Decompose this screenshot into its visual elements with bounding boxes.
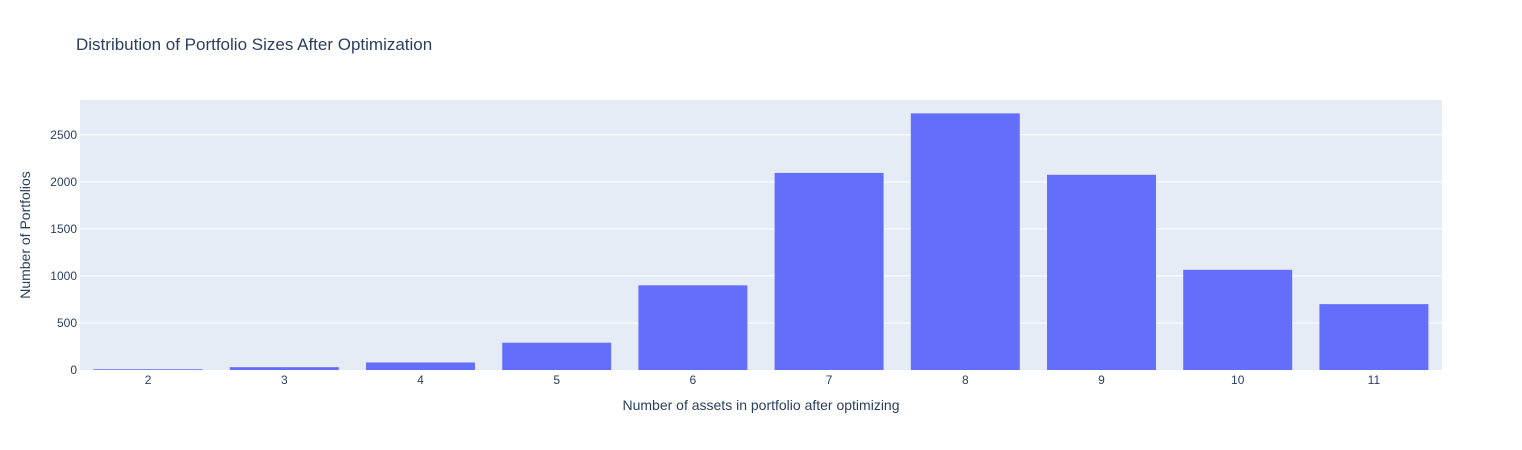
y-tick-label: 500 (57, 316, 77, 330)
chart-title: Distribution of Portfolio Sizes After Op… (76, 35, 432, 54)
x-axis-title: Number of assets in portfolio after opti… (622, 397, 899, 413)
y-tick-label: 1000 (50, 269, 77, 283)
bar-6[interactable] (638, 285, 748, 370)
x-tick-label: 7 (826, 373, 833, 387)
y-tick-label: 0 (70, 363, 77, 377)
x-tick-label: 11 (1368, 373, 1381, 387)
bar-3[interactable] (229, 367, 339, 370)
x-tick-label: 10 (1231, 373, 1245, 387)
bar-4[interactable] (366, 362, 475, 370)
x-tick-label: 5 (553, 373, 560, 387)
x-tick-label: 6 (690, 373, 697, 387)
y-axis-title: Number of Portfolios (17, 171, 33, 299)
bar-9[interactable] (1047, 174, 1156, 370)
bars (93, 113, 1429, 370)
y-axis-ticks: 0 500 1000 1500 2000 2500 (50, 128, 77, 377)
bar-11[interactable] (1319, 304, 1429, 370)
x-tick-label: 4 (417, 373, 424, 387)
bar-7[interactable] (774, 172, 884, 370)
x-tick-label: 3 (281, 373, 288, 387)
x-axis-ticks: 2 3 4 5 6 7 8 9 10 11 (145, 373, 1381, 387)
bar-2[interactable] (93, 369, 203, 370)
bar-5[interactable] (502, 342, 612, 370)
y-tick-label: 2000 (50, 175, 77, 189)
bar-10[interactable] (1183, 269, 1293, 370)
x-tick-label: 9 (1098, 373, 1105, 387)
bar-8[interactable] (910, 113, 1020, 370)
x-tick-label: 8 (962, 373, 969, 387)
y-tick-label: 2500 (50, 128, 77, 142)
x-tick-label: 2 (145, 373, 152, 387)
y-tick-label: 1500 (50, 222, 77, 236)
